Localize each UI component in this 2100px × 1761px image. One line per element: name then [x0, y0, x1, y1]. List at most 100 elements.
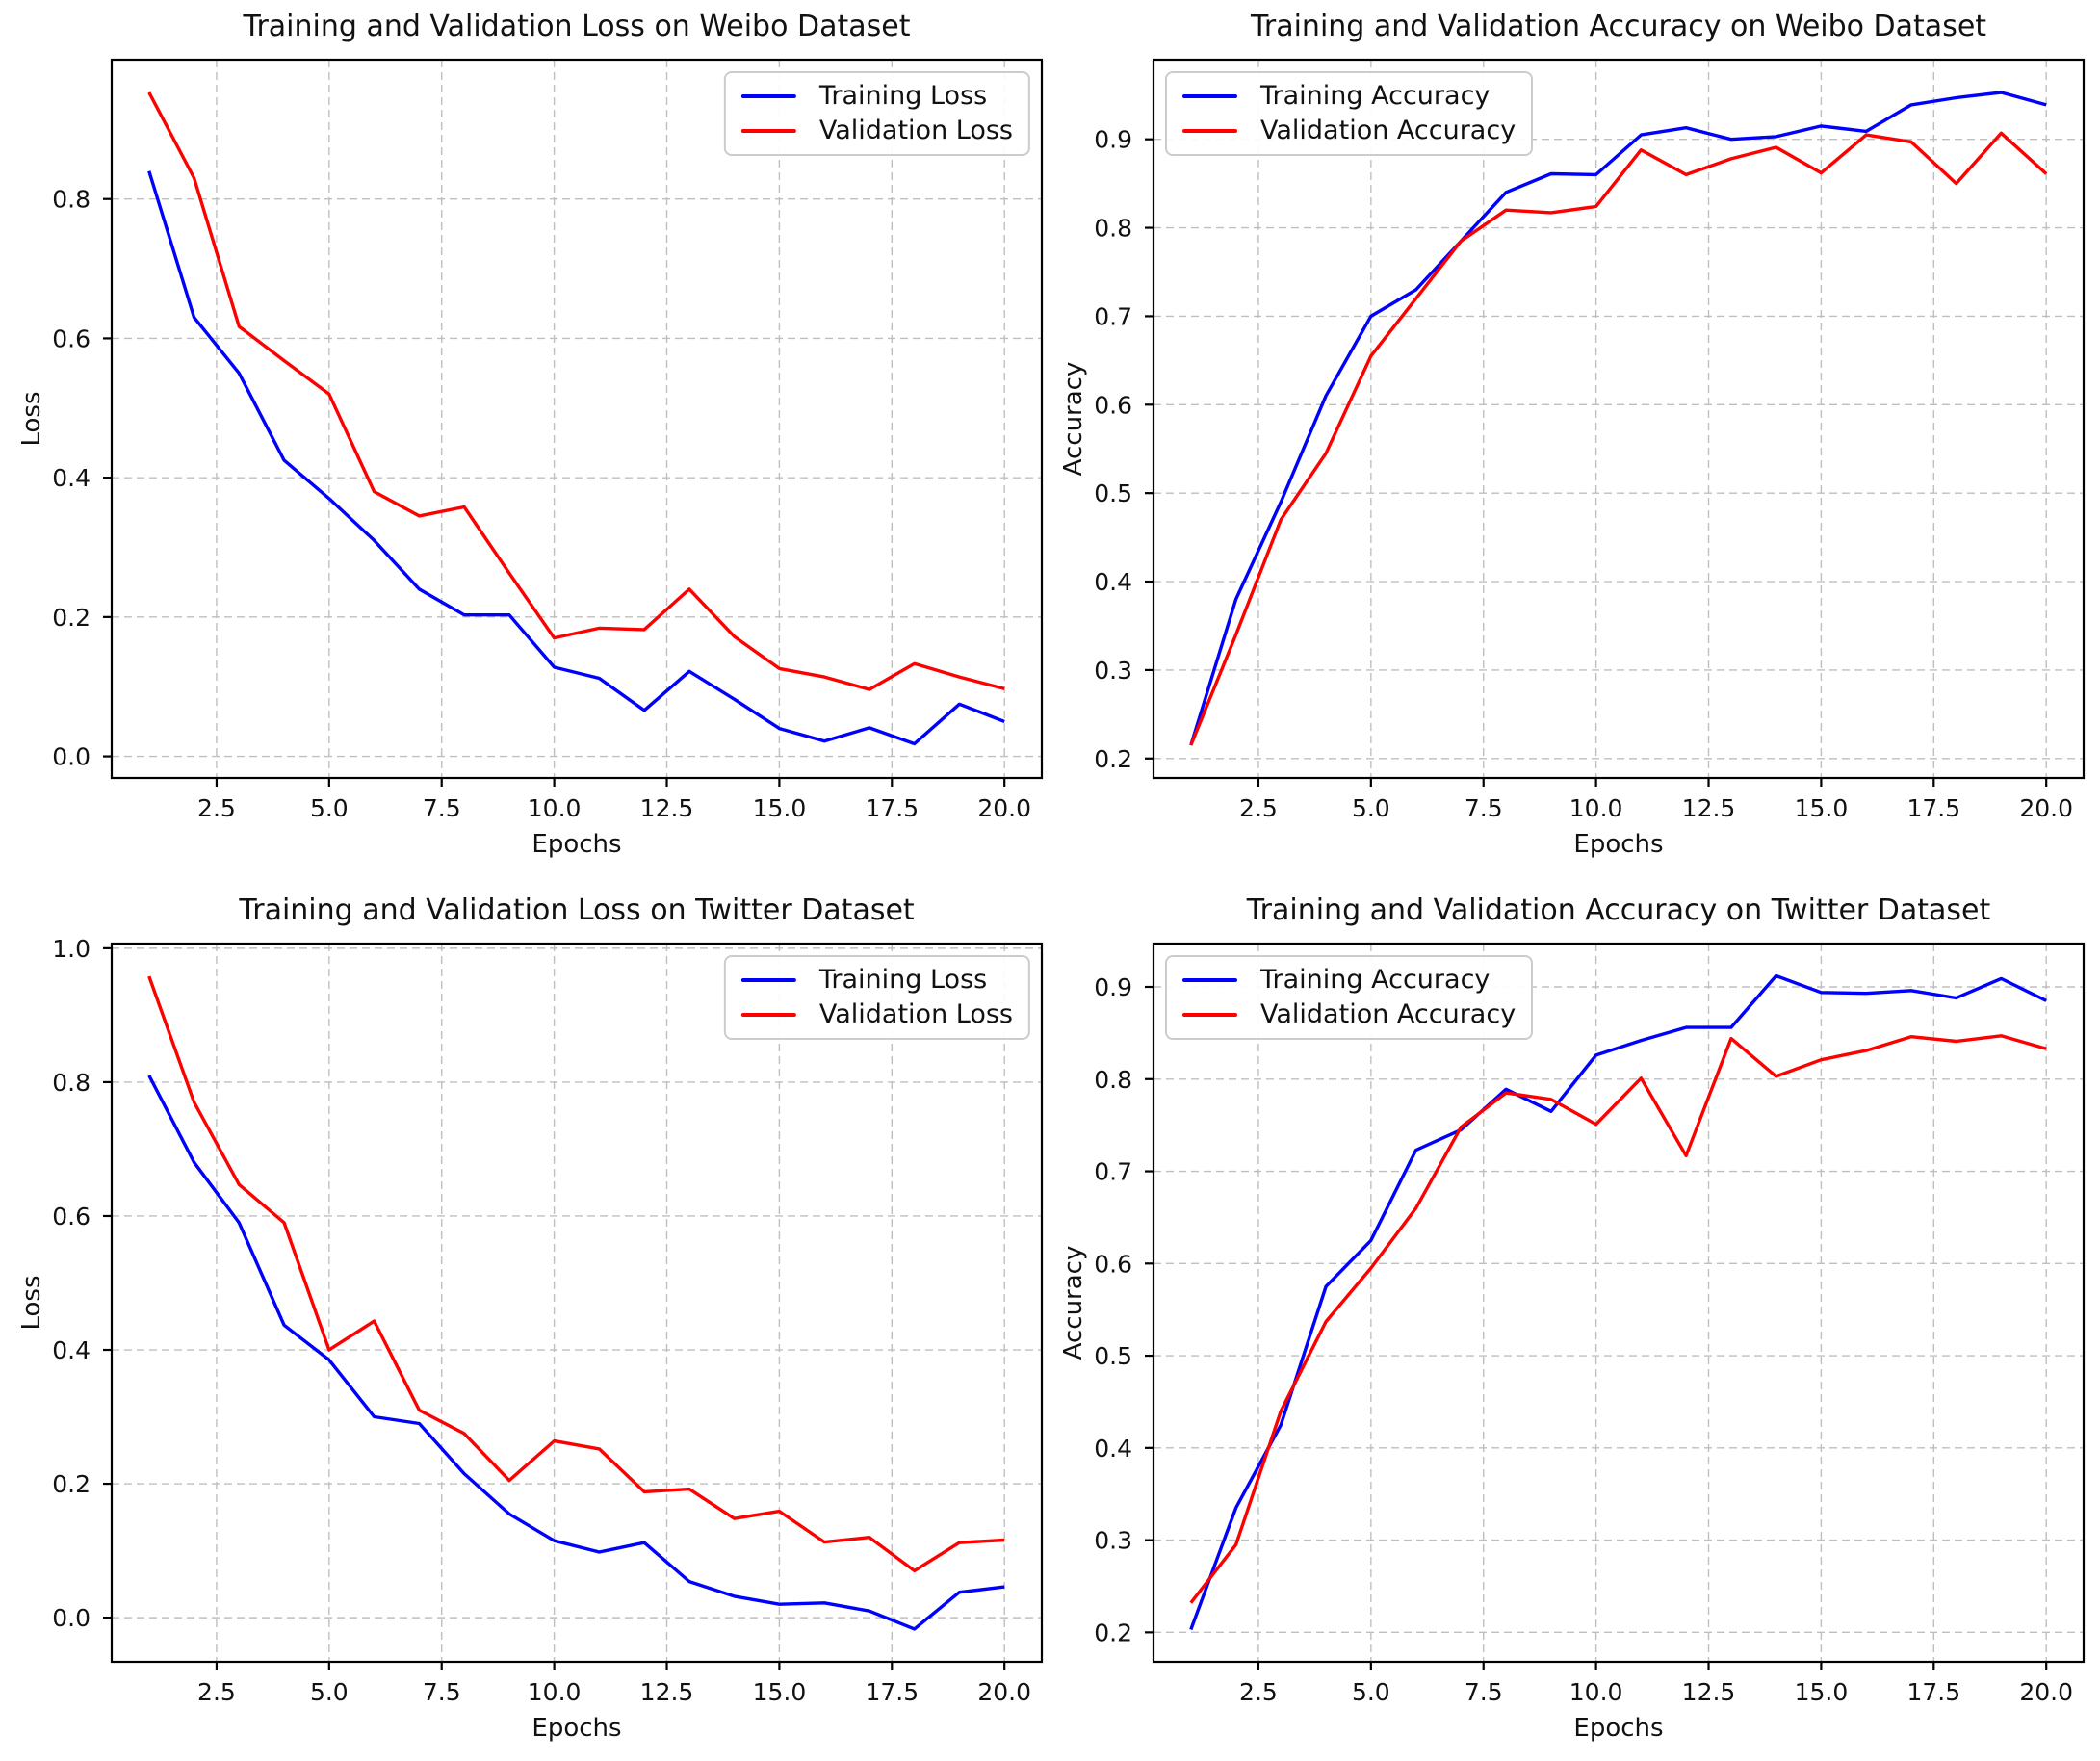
x-tick-label: 7.5	[423, 1678, 461, 1706]
x-tick-label: 2.5	[197, 794, 236, 822]
series-line-training-loss	[147, 170, 1005, 746]
y-tick-label: 0.6	[1094, 391, 1132, 419]
x-tick-label: 2.5	[1239, 794, 1278, 822]
y-axis-label-twitter-loss: Loss	[17, 1275, 46, 1331]
chart-title-weibo-accuracy: Training and Validation Accuracy on Weib…	[1250, 10, 1987, 43]
legend-label: Validation Loss	[818, 999, 1013, 1029]
x-tick-label: 17.5	[865, 794, 919, 822]
x-axis-label-weibo-loss: Epochs	[531, 830, 622, 859]
x-tick-label: 10.0	[1569, 794, 1623, 822]
x-tick-label: 17.5	[1906, 794, 1960, 822]
series-line-validation-accuracy	[1189, 131, 2048, 746]
legend-twitter-accuracy: Training Accuracy Validation Accuracy	[1165, 955, 1534, 1040]
x-tick-label: 5.0	[1352, 1678, 1390, 1706]
legend-weibo-accuracy: Training Accuracy Validation Accuracy	[1165, 71, 1534, 156]
y-tick-label: 0.6	[52, 324, 91, 352]
legend-entry: Validation Accuracy	[1182, 116, 1516, 146]
x-tick-label: 7.5	[1465, 794, 1503, 822]
axes-frame	[110, 942, 1044, 1664]
x-tick-label: 20.0	[977, 794, 1031, 822]
legend-twitter-loss: Training Loss Validation Loss	[723, 955, 1030, 1040]
legend-entry: Training Accuracy	[1182, 965, 1516, 996]
x-tick-label: 15.0	[1795, 1678, 1849, 1706]
chart-title-twitter-accuracy: Training and Validation Accuracy on Twit…	[1246, 893, 1991, 927]
series-line-training-accuracy	[1189, 91, 2047, 746]
y-tick-label: 0.0	[52, 1604, 91, 1632]
legend-label: Training Loss	[818, 81, 988, 111]
validation-line-swatch	[1182, 1013, 1237, 1017]
axes-frame	[1152, 58, 2086, 780]
legend-label: Training Accuracy	[1260, 81, 1491, 111]
y-tick-label: 0.7	[1094, 1158, 1132, 1186]
y-axis-label-twitter-accuracy: Accuracy	[1059, 1245, 1088, 1360]
x-tick-label: 12.5	[1682, 794, 1736, 822]
series-line-validation-accuracy	[1189, 1034, 2047, 1604]
axes-frame	[1152, 942, 2086, 1664]
y-tick-label: 0.5	[1094, 1342, 1132, 1370]
x-tick-label: 12.5	[1682, 1678, 1736, 1706]
x-tick-label: 12.5	[640, 794, 694, 822]
y-tick-label: 0.6	[52, 1203, 91, 1230]
x-tick-label: 2.5	[1239, 1678, 1278, 1706]
y-tick-label: 0.8	[52, 186, 91, 214]
series-line-training-loss	[147, 1075, 1005, 1631]
legend-label: Validation Accuracy	[1260, 116, 1517, 145]
legend-entry: Validation Loss	[740, 999, 1013, 1030]
legend-label: Training Accuracy	[1260, 965, 1491, 995]
legend-entry: Training Loss	[740, 81, 1013, 112]
legend-label: Validation Accuracy	[1260, 999, 1517, 1029]
x-tick-label: 7.5	[423, 794, 461, 822]
y-tick-label: 0.3	[1094, 657, 1132, 685]
validation-line-swatch	[1182, 129, 1237, 133]
series-line-validation-loss	[147, 975, 1005, 1573]
x-tick-label: 20.0	[977, 1678, 1031, 1706]
y-tick-label: 0.2	[1094, 1619, 1132, 1646]
legend-entry: Training Loss	[740, 965, 1013, 996]
y-tick-label: 0.9	[1094, 126, 1132, 154]
y-tick-label: 0.8	[1094, 215, 1132, 243]
legend-entry: Validation Loss	[740, 116, 1013, 146]
y-tick-label: 0.0	[52, 743, 91, 771]
y-axis-label-weibo-loss: Loss	[17, 391, 46, 447]
legend-entry: Training Accuracy	[1182, 81, 1516, 112]
y-tick-label: 1.0	[52, 935, 91, 963]
legend-label: Training Loss	[818, 965, 988, 995]
y-axis-label-weibo-accuracy: Accuracy	[1059, 361, 1088, 477]
x-tick-label: 10.0	[528, 1678, 582, 1706]
y-tick-label: 0.8	[52, 1069, 91, 1097]
y-tick-label: 0.6	[1094, 1250, 1132, 1278]
x-tick-label: 5.0	[310, 794, 349, 822]
legend-entry: Validation Accuracy	[1182, 999, 1516, 1030]
y-tick-label: 0.8	[1094, 1066, 1132, 1094]
x-tick-label: 15.0	[1795, 794, 1849, 822]
y-tick-label: 0.4	[1094, 1435, 1132, 1463]
y-tick-label: 0.4	[52, 1336, 91, 1364]
y-tick-label: 0.3	[1094, 1527, 1132, 1555]
chart-title-twitter-loss: Training and Validation Loss on Twitter …	[239, 893, 915, 927]
series-line-validation-loss	[147, 91, 1005, 691]
x-axis-label-twitter-loss: Epochs	[531, 1714, 622, 1743]
training-line-swatch	[740, 94, 796, 98]
y-tick-label: 0.2	[52, 604, 91, 632]
x-tick-label: 10.0	[1569, 1678, 1623, 1706]
chart-title-weibo-loss: Training and Validation Loss on Weibo Da…	[243, 10, 911, 43]
legend-weibo-loss: Training Loss Validation Loss	[723, 71, 1030, 156]
validation-line-swatch	[740, 1013, 796, 1017]
x-tick-label: 20.0	[2019, 1678, 2073, 1706]
x-tick-label: 17.5	[865, 1678, 919, 1706]
legend-label: Validation Loss	[818, 116, 1013, 145]
validation-line-swatch	[740, 129, 796, 133]
y-tick-label: 0.2	[52, 1470, 91, 1498]
training-line-swatch	[1182, 94, 1237, 98]
x-axis-label-twitter-accuracy: Epochs	[1573, 1714, 1664, 1743]
x-tick-label: 15.0	[753, 1678, 807, 1706]
x-tick-label: 17.5	[1906, 1678, 1960, 1706]
y-tick-label: 0.2	[1094, 745, 1132, 773]
y-tick-label: 0.9	[1094, 973, 1132, 1001]
x-tick-label: 5.0	[310, 1678, 349, 1706]
series-line-training-accuracy	[1189, 973, 2047, 1631]
axes-frame	[110, 58, 1044, 780]
y-tick-label: 0.5	[1094, 479, 1132, 507]
